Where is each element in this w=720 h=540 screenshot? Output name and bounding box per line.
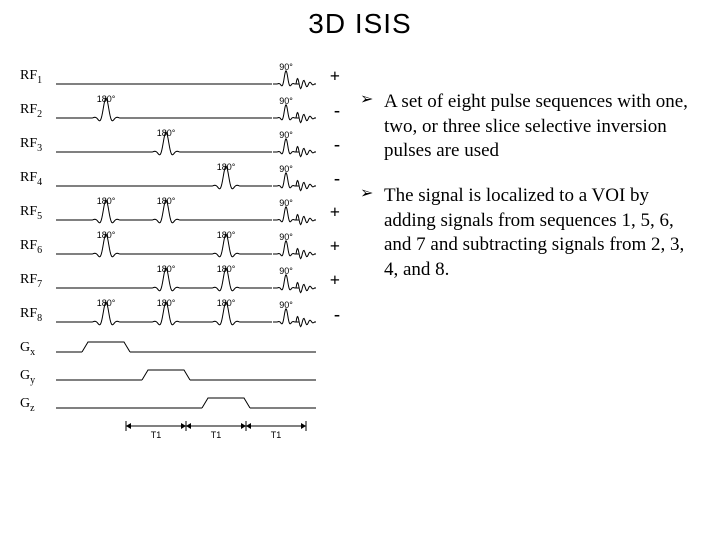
pulse-angle-label: 180° bbox=[97, 298, 116, 308]
row-sign: - bbox=[334, 168, 340, 189]
row-sign: + bbox=[330, 202, 340, 223]
pulse-angle-label: 90° bbox=[279, 96, 293, 106]
svg-text:T1: T1 bbox=[151, 430, 162, 440]
gradient-row: Gx bbox=[20, 332, 350, 360]
pulse-angle-label: 90° bbox=[279, 164, 293, 174]
bullet-marker: ➢ bbox=[360, 184, 384, 283]
rf-track bbox=[56, 162, 316, 196]
rf-track bbox=[56, 60, 316, 94]
row-label: RF1 bbox=[20, 68, 42, 86]
row-label: RF4 bbox=[20, 170, 42, 188]
rf-track bbox=[56, 94, 316, 128]
pulse-angle-label: 180° bbox=[97, 94, 116, 104]
bullet-item: ➢The signal is localized to a VOI by add… bbox=[360, 184, 700, 283]
pulse-angle-label: 180° bbox=[97, 196, 116, 206]
pulse-angle-label: 180° bbox=[157, 128, 176, 138]
row-sign: - bbox=[334, 304, 340, 325]
rf-track bbox=[56, 196, 316, 230]
svg-text:T1: T1 bbox=[271, 430, 282, 440]
row-label: RF3 bbox=[20, 136, 42, 154]
gradient-track bbox=[56, 360, 316, 388]
pulse-angle-label: 90° bbox=[279, 130, 293, 140]
rf-row: RF7 180° 180° 90° + bbox=[20, 264, 350, 298]
bullet-item: ➢A set of eight pulse sequences with one… bbox=[360, 90, 700, 164]
pulse-angle-label: 180° bbox=[157, 264, 176, 274]
row-label: RF2 bbox=[20, 102, 42, 120]
row-label: Gz bbox=[20, 396, 35, 414]
rf-row: RF6 180° 180° 90° + bbox=[20, 230, 350, 264]
bullet-text: A set of eight pulse sequences with one,… bbox=[384, 90, 700, 164]
rf-row: RF3 180° 90° - bbox=[20, 128, 350, 162]
rf-track bbox=[56, 298, 316, 332]
pulse-sequence-diagram: RF1 90° + RF2 180° 90° - RF3 180° 90° - RF4 180° 90° -… bbox=[20, 60, 350, 416]
page-title: 3D ISIS bbox=[0, 0, 720, 40]
pulse-angle-label: 180° bbox=[157, 196, 176, 206]
bullet-list: ➢A set of eight pulse sequences with one… bbox=[360, 90, 700, 303]
pulse-angle-label: 90° bbox=[279, 300, 293, 310]
pulse-angle-label: 90° bbox=[279, 232, 293, 242]
timeline: T1 T1 T1 bbox=[76, 418, 336, 438]
row-label: RF7 bbox=[20, 272, 42, 290]
row-label: RF5 bbox=[20, 204, 42, 222]
rf-row: RF1 90° + bbox=[20, 60, 350, 94]
pulse-angle-label: 90° bbox=[279, 266, 293, 276]
pulse-angle-label: 180° bbox=[217, 264, 236, 274]
bullet-marker: ➢ bbox=[360, 90, 384, 164]
row-sign: + bbox=[330, 66, 340, 87]
pulse-angle-label: 180° bbox=[97, 230, 116, 240]
svg-text:T1: T1 bbox=[211, 430, 222, 440]
row-label: Gx bbox=[20, 340, 35, 358]
row-sign: - bbox=[334, 134, 340, 155]
rf-track bbox=[56, 230, 316, 264]
rf-row: RF4 180° 90° - bbox=[20, 162, 350, 196]
pulse-angle-label: 180° bbox=[217, 162, 236, 172]
pulse-angle-label: 180° bbox=[157, 298, 176, 308]
rf-row: RF8 180° 180° 180° 90° - bbox=[20, 298, 350, 332]
row-sign: - bbox=[334, 100, 340, 121]
row-sign: + bbox=[330, 270, 340, 291]
gradient-row: Gy bbox=[20, 360, 350, 388]
row-label: RF6 bbox=[20, 238, 42, 256]
rf-track bbox=[56, 264, 316, 298]
pulse-angle-label: 90° bbox=[279, 198, 293, 208]
rf-row: RF5 180° 180° 90° + bbox=[20, 196, 350, 230]
gradient-track bbox=[56, 388, 316, 416]
row-label: Gy bbox=[20, 368, 35, 386]
gradient-track bbox=[56, 332, 316, 360]
row-label: RF8 bbox=[20, 306, 42, 324]
bullet-text: The signal is localized to a VOI by addi… bbox=[384, 184, 700, 283]
row-sign: + bbox=[330, 236, 340, 257]
pulse-angle-label: 180° bbox=[217, 230, 236, 240]
gradient-row: Gz bbox=[20, 388, 350, 416]
pulse-angle-label: 90° bbox=[279, 62, 293, 72]
rf-row: RF2 180° 90° - bbox=[20, 94, 350, 128]
rf-track bbox=[56, 128, 316, 162]
pulse-angle-label: 180° bbox=[217, 298, 236, 308]
